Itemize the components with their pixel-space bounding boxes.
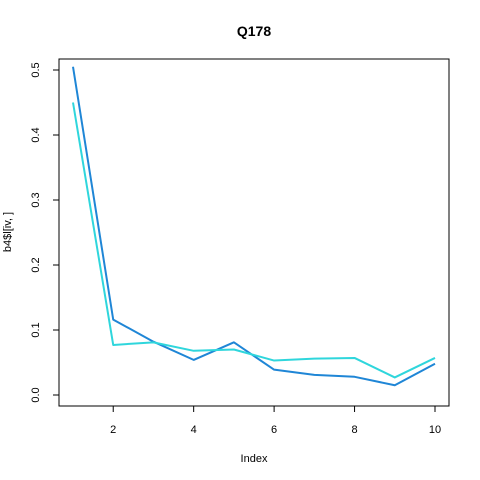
- y-tick-label: 0.3: [30, 192, 42, 207]
- x-tick-label: 6: [271, 424, 277, 436]
- y-tick-label: 0.1: [30, 322, 42, 337]
- series-line-2: [72, 102, 436, 379]
- chart-title: Q178: [237, 23, 271, 39]
- x-tick-label: 8: [351, 424, 357, 436]
- series-line-1: [72, 66, 436, 387]
- plot-frame: [58, 58, 450, 407]
- y-tick-label: 0.5: [30, 62, 42, 77]
- y-axis: 0.0 0.1 0.2 0.3 0.4 0.5: [30, 62, 59, 403]
- y-tick-label: 0.2: [30, 257, 42, 272]
- x-tick-label: 2: [110, 424, 116, 436]
- series-layer: [72, 66, 436, 387]
- x-axis-label: Index: [241, 453, 268, 465]
- x-tick-label: 10: [429, 424, 441, 436]
- y-tick-label: 0.4: [30, 127, 42, 142]
- x-tick-label: 4: [191, 424, 197, 436]
- y-tick-label: 0.0: [30, 387, 42, 402]
- y-axis-label: b4$l[iv, ]: [2, 212, 14, 252]
- x-axis: 2 4 6 8 10: [110, 406, 441, 436]
